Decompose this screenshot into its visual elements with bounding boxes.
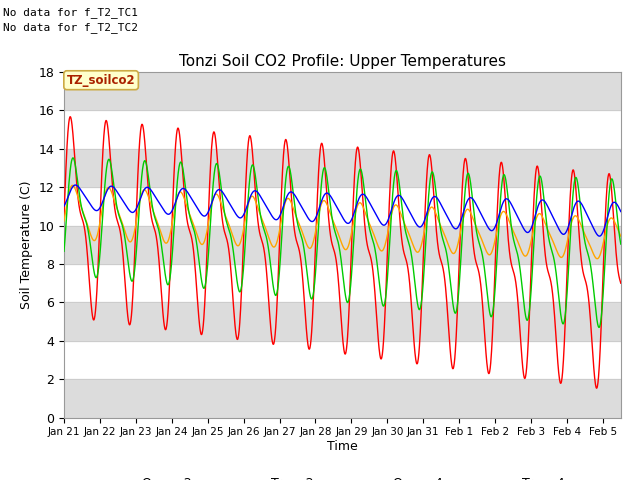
Bar	[64, 226, 621, 264]
Text: No data for f_T2_TC1: No data for f_T2_TC1	[3, 7, 138, 18]
Title: Tonzi Soil CO2 Profile: Upper Temperatures: Tonzi Soil CO2 Profile: Upper Temperatur…	[179, 54, 506, 70]
Y-axis label: Soil Temperature (C): Soil Temperature (C)	[20, 180, 33, 309]
Text: No data for f_T2_TC2: No data for f_T2_TC2	[3, 22, 138, 33]
Bar	[64, 149, 621, 187]
Bar	[64, 72, 621, 110]
Text: TZ_soilco2: TZ_soilco2	[67, 74, 136, 87]
Bar	[64, 379, 621, 418]
Bar	[64, 302, 621, 341]
Legend: Open -2cm, Tree -2cm, Open -4cm, Tree -4cm: Open -2cm, Tree -2cm, Open -4cm, Tree -4…	[96, 472, 589, 480]
X-axis label: Time: Time	[327, 440, 358, 453]
